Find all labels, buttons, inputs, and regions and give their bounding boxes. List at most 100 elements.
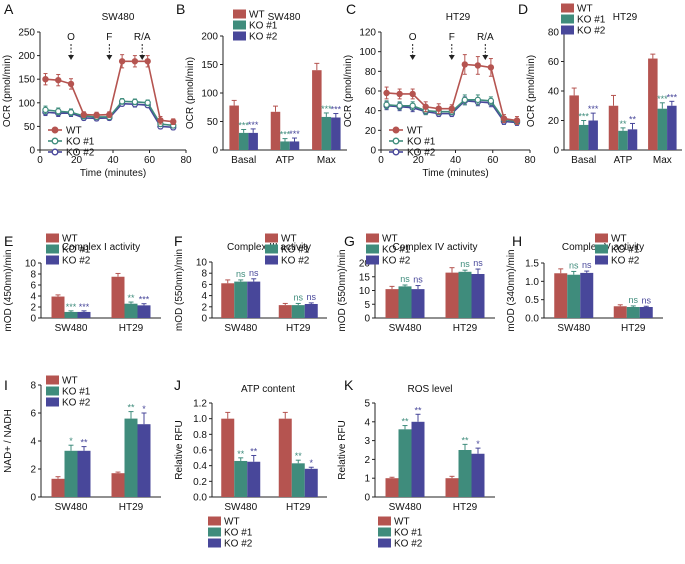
y-tick-label: 60 — [548, 57, 560, 68]
bar-wt — [385, 478, 399, 497]
y-tick-label: 0.0 — [525, 314, 539, 325]
x-tick-label: HT29 — [119, 323, 144, 334]
bar-ko2 — [77, 450, 91, 497]
legend-swatch — [595, 244, 608, 254]
y-tick-label: 1.2 — [193, 399, 207, 410]
bar-ko2 — [588, 120, 598, 150]
bar-ko2 — [77, 311, 91, 318]
x-tick-label: Max — [653, 155, 672, 166]
legend-swatch — [46, 244, 59, 254]
data-point-wt — [383, 89, 390, 97]
bar-wt — [229, 105, 239, 150]
y-tick-label: 0.5 — [525, 295, 539, 306]
significance-label: ** — [127, 403, 135, 413]
bar-wt — [111, 473, 125, 497]
y-tick-label: 0 — [553, 146, 559, 157]
data-point-ko1 — [487, 97, 495, 105]
bar-ko2 — [137, 424, 151, 497]
y-tick-label: 2 — [30, 465, 36, 476]
legend-label: WT — [62, 234, 78, 245]
y-tick-label: 100 — [18, 98, 35, 109]
x-tick-label: 0 — [378, 155, 384, 166]
legend-label: KO #2 — [407, 148, 436, 159]
legend-swatch — [46, 233, 59, 243]
data-point-wt — [422, 103, 429, 110]
bar-wt — [648, 58, 658, 150]
panel-a: A SW480 0 50 100 150 200 250 OCR (pmol/min) 0 20 40… — [2, 1, 192, 179]
legend-label: WT — [224, 517, 240, 528]
significance-label: *** — [657, 94, 668, 104]
legend-swatch — [233, 31, 246, 41]
legend-marker — [392, 137, 400, 145]
y-tick-label: 50 — [24, 122, 36, 133]
bar-ko2 — [639, 307, 653, 318]
legend-label: WT — [407, 126, 423, 137]
bar-wt — [51, 296, 65, 318]
panel-letter: H — [512, 233, 522, 249]
x-tick-label: 80 — [524, 155, 536, 166]
significance-label: ** — [414, 405, 422, 415]
legend-label: KO #2 — [249, 32, 278, 43]
legend-swatch — [265, 244, 278, 254]
y-axis-label: OCR (pmol/min) — [185, 57, 196, 129]
legend-label: KO #1 — [281, 245, 310, 256]
data-point-wt — [144, 58, 151, 65]
y-tick-label: 5 — [364, 300, 370, 311]
bar-wt — [312, 70, 322, 150]
panel-letter: C — [346, 1, 356, 17]
injection-arrow-head — [482, 55, 489, 60]
legend-label: KO #1 — [62, 245, 91, 256]
significance-label: ns — [473, 258, 483, 268]
y-tick-label: 1 — [364, 474, 370, 485]
y-tick-label: 40 — [365, 106, 377, 117]
legend-swatch — [46, 255, 59, 265]
y-tick-label: 40 — [548, 87, 560, 98]
legend-swatch — [208, 538, 221, 548]
injection-arrow-head — [68, 55, 75, 60]
injection-label: O — [67, 32, 75, 43]
bar-ko2 — [411, 421, 425, 497]
data-point-wt — [513, 117, 521, 124]
panel-title: HT29 — [446, 12, 471, 23]
y-axis-label: mOD (550nm)/min — [174, 249, 185, 331]
y-tick-label: 150 — [18, 75, 35, 86]
legend-swatch — [265, 255, 278, 265]
legend-label: WT — [62, 376, 78, 387]
bar-ko2 — [331, 117, 341, 150]
y-tick-label: 100 — [201, 89, 218, 100]
legend-label: KO #1 — [394, 528, 423, 539]
y-tick-label: 80 — [365, 67, 377, 78]
bar-ko2 — [627, 129, 638, 150]
bar-ko1 — [618, 130, 628, 150]
bar-wt — [51, 478, 65, 497]
bar-ko2 — [247, 281, 261, 318]
significance-label: *** — [289, 129, 300, 139]
x-tick-label: SW480 — [557, 323, 590, 334]
x-tick-label: 20 — [413, 155, 425, 166]
significance-label: *** — [578, 112, 589, 122]
bar-ko1 — [234, 281, 248, 318]
bar-ko1 — [657, 108, 668, 150]
x-tick-label: HT29 — [119, 502, 144, 513]
legend-label: WT — [281, 234, 297, 245]
significance-label: * — [69, 436, 73, 446]
significance-label: ns — [582, 260, 592, 270]
legend-label: KO #2 — [382, 256, 411, 267]
x-tick-label: Basal — [231, 155, 256, 166]
legend-swatch — [265, 233, 278, 243]
y-axis-label: OCR (pmol/min) — [343, 55, 354, 127]
significance-label: * — [309, 458, 313, 468]
y-tick-label: 0.2 — [193, 477, 207, 488]
x-tick-label: 60 — [144, 155, 156, 166]
injection-arrow-head — [448, 55, 455, 60]
legend-swatch — [366, 233, 379, 243]
y-tick-label: 0 — [30, 493, 36, 504]
panel-letter: F — [174, 233, 183, 249]
x-tick-label: HT29 — [621, 323, 646, 334]
bar-wt — [445, 272, 459, 318]
